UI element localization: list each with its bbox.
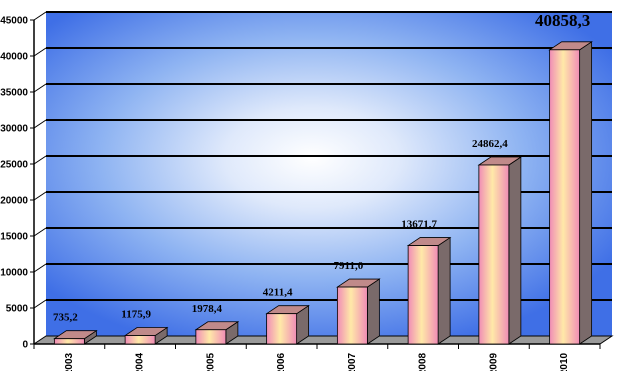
bar-front <box>549 49 581 345</box>
gridline-depth <box>33 11 47 21</box>
x-tick-label: 2004 <box>135 352 146 371</box>
data-label: 4211,4 <box>263 287 293 299</box>
y-tick-label: 20000 <box>0 196 28 207</box>
y-tick-label: 0 <box>22 340 28 351</box>
y-tick-label: 30000 <box>0 124 28 135</box>
bar-front <box>266 313 298 345</box>
bar-front <box>336 286 368 345</box>
bar-side <box>508 156 522 345</box>
gridline-depth <box>33 191 47 201</box>
y-tick-label: 25000 <box>0 160 28 171</box>
data-label: 735,2 <box>53 312 78 324</box>
bar-front <box>53 338 85 345</box>
bar-front <box>195 329 227 345</box>
y-tick-label: 5000 <box>6 304 29 315</box>
gridline-depth <box>33 263 47 273</box>
bar <box>548 41 593 345</box>
gridline-depth <box>33 119 47 129</box>
gridlines <box>33 11 612 309</box>
bars <box>53 41 593 345</box>
x-tick-label: 2003 <box>64 352 75 371</box>
x-tick-label: 2005 <box>205 352 216 371</box>
x-tick-label: 2006 <box>276 352 287 371</box>
bar-front <box>478 164 510 345</box>
plot-wall <box>46 12 612 336</box>
bar <box>194 321 240 345</box>
gridline-depth <box>33 299 47 309</box>
x-tick-label: 2007 <box>347 352 358 371</box>
y-tick-label: 45000 <box>0 16 28 27</box>
bar <box>477 156 523 345</box>
bar-side <box>437 236 451 345</box>
data-label: 13671,7 <box>401 219 437 231</box>
y-tick-label: 35000 <box>0 88 28 99</box>
x-axis-ticks: 2003 2004 2005 2006 2007 2008 2009 2010 <box>33 344 601 371</box>
plot-background <box>46 12 612 336</box>
bar <box>53 329 98 345</box>
data-label: 7911,0 <box>334 260 364 272</box>
y-axis-ticks: 0 5000 10000 15000 20000 25000 30000 35000 40000… <box>0 16 34 351</box>
data-labels: 735,2 1175,9 1978,4 4211,4 7911,0 13671,7 2486… <box>53 11 590 324</box>
bar-front <box>407 245 439 345</box>
x-tick-label: 2009 <box>488 352 499 371</box>
gridline-depth <box>33 155 47 165</box>
x-tick-label: 2010 <box>559 352 570 371</box>
x-tick-label: 2008 <box>418 352 429 371</box>
data-label: 40858,3 <box>535 11 590 30</box>
data-label: 1175,9 <box>121 309 151 321</box>
bar-side <box>366 278 380 345</box>
plot-floor <box>32 335 614 345</box>
data-label: 1978,4 <box>192 303 223 315</box>
gridline-depth <box>33 83 47 93</box>
gridline-depth <box>33 227 47 237</box>
bar <box>265 304 310 345</box>
data-label: 24862,4 <box>472 138 508 150</box>
y-tick-label: 40000 <box>0 52 28 63</box>
bar-side <box>579 41 593 345</box>
gridline-depth <box>33 47 47 57</box>
y-tick-label: 10000 <box>0 268 28 279</box>
bar <box>336 278 381 345</box>
y-tick-label: 15000 <box>0 232 28 243</box>
bar <box>123 326 169 345</box>
bar <box>406 236 452 345</box>
bar-front <box>124 335 156 345</box>
